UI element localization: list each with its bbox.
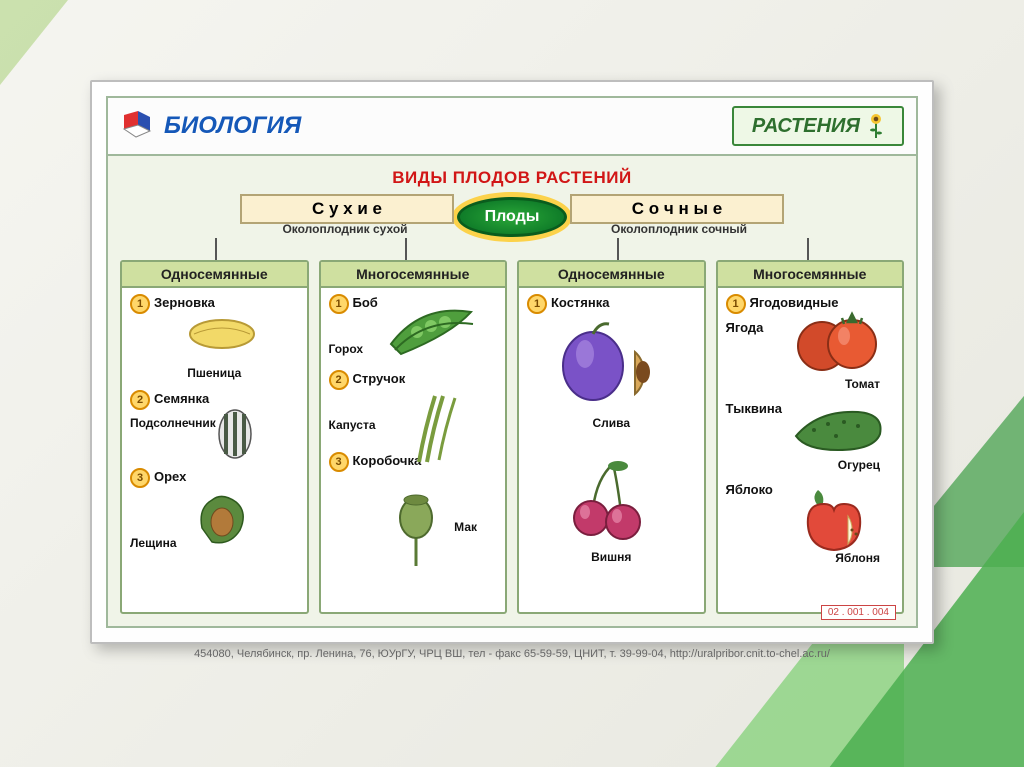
connector [215,238,217,260]
poster-inner: БИОЛОГИЯ РАСТЕНИЯ ВИДЫ ПЛОДОВ РАСТЕНИЙ [106,96,918,628]
pea-pod-icon [381,294,481,364]
fruit-type: Ягодовидные [750,295,839,310]
poster-card: БИОЛОГИЯ РАСТЕНИЯ ВИДЫ ПЛОДОВ РАСТЕНИЙ [90,80,934,644]
decor-triangle [0,0,100,160]
slide-background: БИОЛОГИЯ РАСТЕНИЯ ВИДЫ ПЛОДОВ РАСТЕНИЙ [0,0,1024,767]
wheat-grain-icon [182,312,262,356]
column-juicy-multi: Многосемянные 1 Ягодовидные Ягода Томат [716,260,905,614]
item-number: 1 [726,294,746,314]
fruit-type: Зерновка [154,295,215,310]
column-body: 1Зерновка Пшеница 2Семянка По [122,288,307,612]
column-header: Односемянные [122,262,307,288]
column-dry-single: Односемянные 1 Зерновка Пшеница 2 Семянка [120,260,309,614]
item-number: 3 [329,452,349,472]
fruit-type: Ягода [726,320,764,335]
fruit-type: Боб [353,295,378,310]
branch-juicy-sub: Околоплодник сочный [574,222,784,236]
silique-icon [399,388,469,468]
branch-dry: С у х и е [240,194,454,224]
column-header: Многосемянные [321,262,506,288]
hazelnut-icon [192,488,252,548]
column-body: 1 Костянка Слива [519,288,704,612]
fruit-type: Тыквина [726,401,782,416]
item-number: 2 [130,390,150,410]
sunflower-seed-icon [212,406,258,462]
example-label: Томат [726,377,895,391]
plum-icon [549,316,669,406]
item-number: 1 [130,294,150,314]
tomato-icon [792,310,882,374]
fruit-type: Костянка [551,295,609,310]
item-number: 2 [329,370,349,390]
example-label: Слива [527,416,696,430]
footer-text: 454080, Челябинск, пр. Ленина, 76, ЮУрГУ… [100,648,924,660]
branch-dry-sub: Околоплодник сухой [240,222,450,236]
example-label: Огурец [726,458,895,472]
example-label: Вишня [527,550,696,564]
column-header: Односемянные [519,262,704,288]
logo-icon [120,109,154,143]
poppy-capsule-icon [381,488,451,568]
subject-title: БИОЛОГИЯ [164,112,301,140]
cucumber-icon [788,400,888,456]
branch-juicy: С о ч н ы е [570,194,784,224]
logo-area: БИОЛОГИЯ [120,109,301,143]
section-label: РАСТЕНИЯ [752,115,860,138]
code-badge: 02 . 001 . 004 [821,605,896,620]
fruit-type: Стручок [353,371,406,386]
root-node: Плоды [452,192,572,242]
diagram-title: ВИДЫ ПЛОДОВ РАСТЕНИЙ [120,168,904,188]
item-number: 1 [329,294,349,314]
column-juicy-single: Односемянные 1 Костянка Слива [517,260,706,614]
column-body: 1 Ягодовидные Ягода Томат Тыквина [718,288,903,612]
section-badge: РАСТЕНИЯ [732,106,904,146]
fruit-type: Яблоко [726,482,773,497]
column-dry-multi: Многосемянные 1Боб Горох 2Стручок [319,260,508,614]
columns-row: Односемянные 1 Зерновка Пшеница 2 Семянка [120,260,904,614]
column-body: 1Боб Горох 2Стручок [321,288,506,612]
cherry-icon [563,458,653,548]
connector [807,238,809,260]
example-label: Пшеница [130,366,299,380]
fruit-type: Орех [154,469,186,484]
top-bar: БИОЛОГИЯ РАСТЕНИЯ [108,98,916,156]
apple-icon [792,486,876,556]
sunflower-icon [868,112,884,140]
item-number: 1 [527,294,547,314]
connector [405,238,407,260]
connector [617,238,619,260]
item-number: 3 [130,468,150,488]
fruit-type: Семянка [154,391,209,406]
diagram-area: ВИДЫ ПЛОДОВ РАСТЕНИЙ Плоды С у х и е Око… [120,166,904,614]
column-header: Многосемянные [718,262,903,288]
